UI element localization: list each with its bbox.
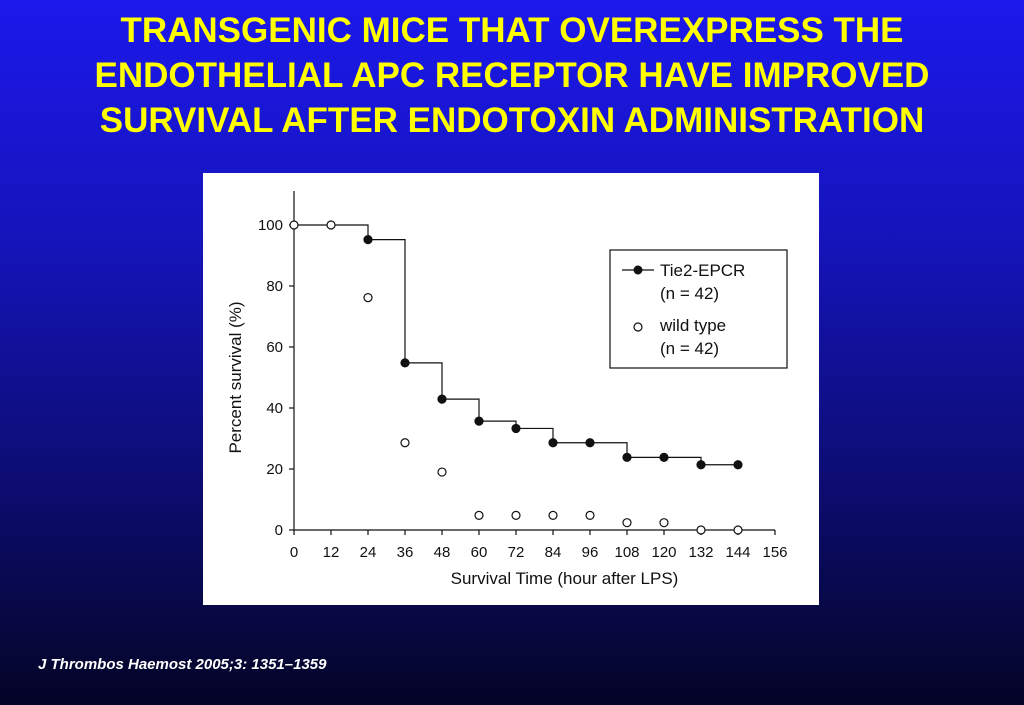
y-tick-label: 100	[258, 217, 283, 234]
y-tick-label: 0	[275, 522, 283, 539]
wild-type-point	[585, 510, 595, 520]
x-tick-label: 0	[290, 544, 298, 561]
x-tick-label: 144	[725, 544, 750, 561]
tie2-epcr-point	[511, 423, 521, 434]
x-axis-label: Survival Time (hour after LPS)	[451, 569, 679, 588]
legend-marker-wild-type	[633, 322, 643, 332]
tie2-epcr-point	[363, 235, 373, 245]
wild-type-point	[696, 525, 706, 535]
wild-type-point	[733, 525, 743, 535]
wild-type-point	[363, 292, 373, 303]
slide-title-line: ENDOTHELIAL APC RECEPTOR HAVE IMPROVED	[94, 56, 930, 95]
slide-title-line: SURVIVAL AFTER ENDOTOXIN ADMINISTRATION	[99, 101, 925, 140]
tie2-epcr-point	[474, 416, 484, 426]
survival-figure: 0 20 40 60 80 100 0 12 24 36 48 60 72 84 96 108 120 132 14…	[203, 173, 819, 605]
x-tick-label: 48	[434, 544, 451, 561]
wild-type-point	[400, 438, 410, 448]
x-tick-label: 72	[508, 544, 525, 561]
legend-marker-tie2-epcr	[633, 265, 643, 275]
tie2-epcr-point	[548, 438, 558, 448]
wild-type-point	[326, 220, 336, 230]
wild-type-point	[289, 220, 299, 230]
legend-n-tie2-epcr: (n = 42)	[660, 284, 719, 303]
wild-type-point	[548, 510, 558, 520]
y-tick-label: 80	[266, 278, 283, 295]
x-tick-label: 12	[323, 544, 340, 561]
x-tick-label: 156	[762, 544, 787, 561]
wild-type-point	[659, 518, 669, 528]
slide-title-line: TRANSGENIC MICE THAT OVEREXPRESS THE	[120, 11, 904, 50]
legend-label-wild-type: wild type	[659, 316, 726, 335]
tie2-epcr-point	[696, 460, 706, 470]
x-tick-label: 108	[614, 544, 639, 561]
wild-type-point	[474, 510, 484, 520]
x-tick-label: 24	[360, 544, 377, 561]
tie2-epcr-point	[733, 460, 743, 470]
tie2-epcr-point	[400, 358, 410, 368]
x-tick-label: 60	[471, 544, 488, 561]
y-axis-label: Percent survival (%)	[226, 301, 245, 453]
tie2-epcr-point	[437, 394, 447, 404]
y-tick-label: 40	[266, 400, 283, 417]
legend-n-wild-type: (n = 42)	[660, 339, 719, 358]
wild-type-point	[622, 518, 632, 528]
y-tick-label: 20	[266, 461, 283, 478]
x-tick-label: 84	[545, 544, 562, 561]
y-tick-label: 60	[266, 339, 283, 356]
x-tick-label: 36	[397, 544, 414, 561]
survival-chart: 0 20 40 60 80 100 0 12 24 36 48 60 72 84 96 108 120 132 14…	[226, 191, 788, 588]
x-tick-label: 132	[688, 544, 713, 561]
tie2-epcr-point	[659, 452, 669, 463]
wild-type-point	[511, 510, 521, 520]
tie2-epcr-point	[585, 438, 595, 448]
tie2-epcr-point	[622, 452, 632, 463]
legend-label-tie2-epcr: Tie2-EPCR	[660, 261, 745, 280]
x-tick-label: 96	[582, 544, 599, 561]
slide-title: TRANSGENIC MICE THAT OVEREXPRESS THE END…	[0, 8, 1024, 143]
citation: J Thrombos Haemost 2005;3: 1351–1359	[38, 656, 327, 673]
wild-type-point	[437, 467, 447, 477]
x-tick-label: 120	[651, 544, 676, 561]
